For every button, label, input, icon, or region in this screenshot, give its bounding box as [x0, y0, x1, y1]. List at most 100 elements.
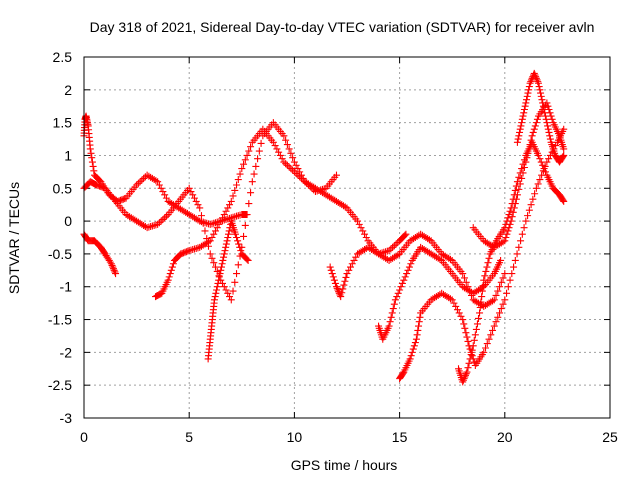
data-point	[404, 266, 412, 274]
data-point	[354, 217, 362, 225]
data-point	[162, 212, 170, 220]
data-point	[196, 243, 204, 251]
data-point	[328, 270, 336, 278]
data-point	[250, 170, 258, 178]
data-point	[324, 192, 332, 200]
data-point	[429, 295, 437, 303]
data-point	[297, 171, 305, 179]
data-point	[231, 230, 239, 238]
data-point	[197, 242, 205, 250]
data-point	[422, 234, 430, 241]
data-point	[240, 232, 248, 240]
data-point	[112, 270, 120, 278]
data-point	[236, 170, 244, 178]
data-point	[269, 138, 277, 146]
data-point	[189, 213, 197, 221]
data-point	[466, 355, 474, 363]
data-point	[287, 165, 295, 173]
data-point	[206, 250, 214, 258]
series-track-1	[80, 112, 410, 258]
data-point	[208, 254, 216, 262]
data-point	[508, 213, 516, 221]
data-point	[459, 376, 467, 384]
data-point	[87, 149, 95, 157]
data-point	[337, 293, 345, 301]
data-point	[325, 193, 333, 201]
data-point	[133, 217, 141, 225]
data-point	[126, 213, 134, 221]
data-point	[539, 102, 547, 110]
data-point	[406, 355, 414, 363]
data-point	[516, 125, 524, 133]
data-point	[285, 163, 293, 171]
data-point	[471, 288, 479, 296]
data-point	[145, 172, 153, 180]
data-point	[364, 243, 372, 251]
data-point	[494, 287, 502, 295]
data-point	[399, 369, 407, 377]
data-point	[496, 240, 504, 248]
data-point	[490, 322, 498, 330]
data-point	[247, 143, 255, 151]
data-point	[192, 215, 200, 223]
data-point	[546, 135, 554, 143]
data-point	[520, 163, 528, 171]
data-point	[390, 300, 398, 308]
data-point	[342, 273, 350, 281]
data-point	[501, 270, 509, 278]
data-point	[497, 256, 505, 264]
data-point	[345, 266, 353, 274]
data-point	[520, 106, 528, 114]
data-point	[446, 255, 454, 263]
data-point	[477, 298, 485, 306]
data-point	[464, 364, 472, 372]
data-point	[524, 149, 532, 157]
data-point	[464, 286, 472, 294]
data-point	[518, 115, 526, 123]
data-point	[400, 276, 408, 284]
data-point	[526, 79, 534, 87]
data-point	[494, 241, 502, 249]
data-point	[341, 203, 349, 211]
data-point	[287, 149, 295, 157]
data-point	[530, 125, 538, 133]
data-point	[544, 125, 552, 133]
data-point	[224, 204, 232, 212]
series-track-3	[80, 119, 340, 304]
data-point	[216, 270, 224, 278]
data-point	[441, 252, 449, 260]
data-point	[215, 273, 223, 281]
data-point	[503, 289, 511, 297]
data-point	[220, 253, 228, 261]
data-point	[201, 240, 209, 248]
x-tick-label: 20	[497, 429, 513, 445]
data-point	[528, 132, 536, 140]
data-point	[531, 190, 539, 198]
plot-frame	[83, 56, 611, 419]
data-point	[289, 154, 297, 162]
data-point	[497, 239, 505, 247]
data-point	[347, 263, 355, 271]
data-point	[217, 263, 225, 271]
data-point	[460, 375, 468, 383]
data-point	[415, 318, 423, 326]
data-point	[470, 336, 478, 344]
data-point	[462, 370, 470, 378]
data-point	[397, 283, 405, 291]
data-point	[275, 148, 283, 156]
data-point	[520, 224, 528, 232]
data-point	[150, 176, 158, 184]
data-point	[525, 86, 533, 94]
data-point	[414, 326, 422, 334]
data-point	[240, 160, 248, 168]
data-point	[487, 298, 495, 306]
data-point	[482, 238, 490, 246]
data-point	[484, 259, 492, 267]
data-point	[282, 136, 290, 144]
data-point	[518, 230, 526, 238]
data-point	[329, 195, 337, 203]
data-point	[560, 151, 568, 159]
data-point	[385, 247, 393, 255]
data-point	[290, 158, 298, 166]
data-point	[422, 247, 430, 255]
